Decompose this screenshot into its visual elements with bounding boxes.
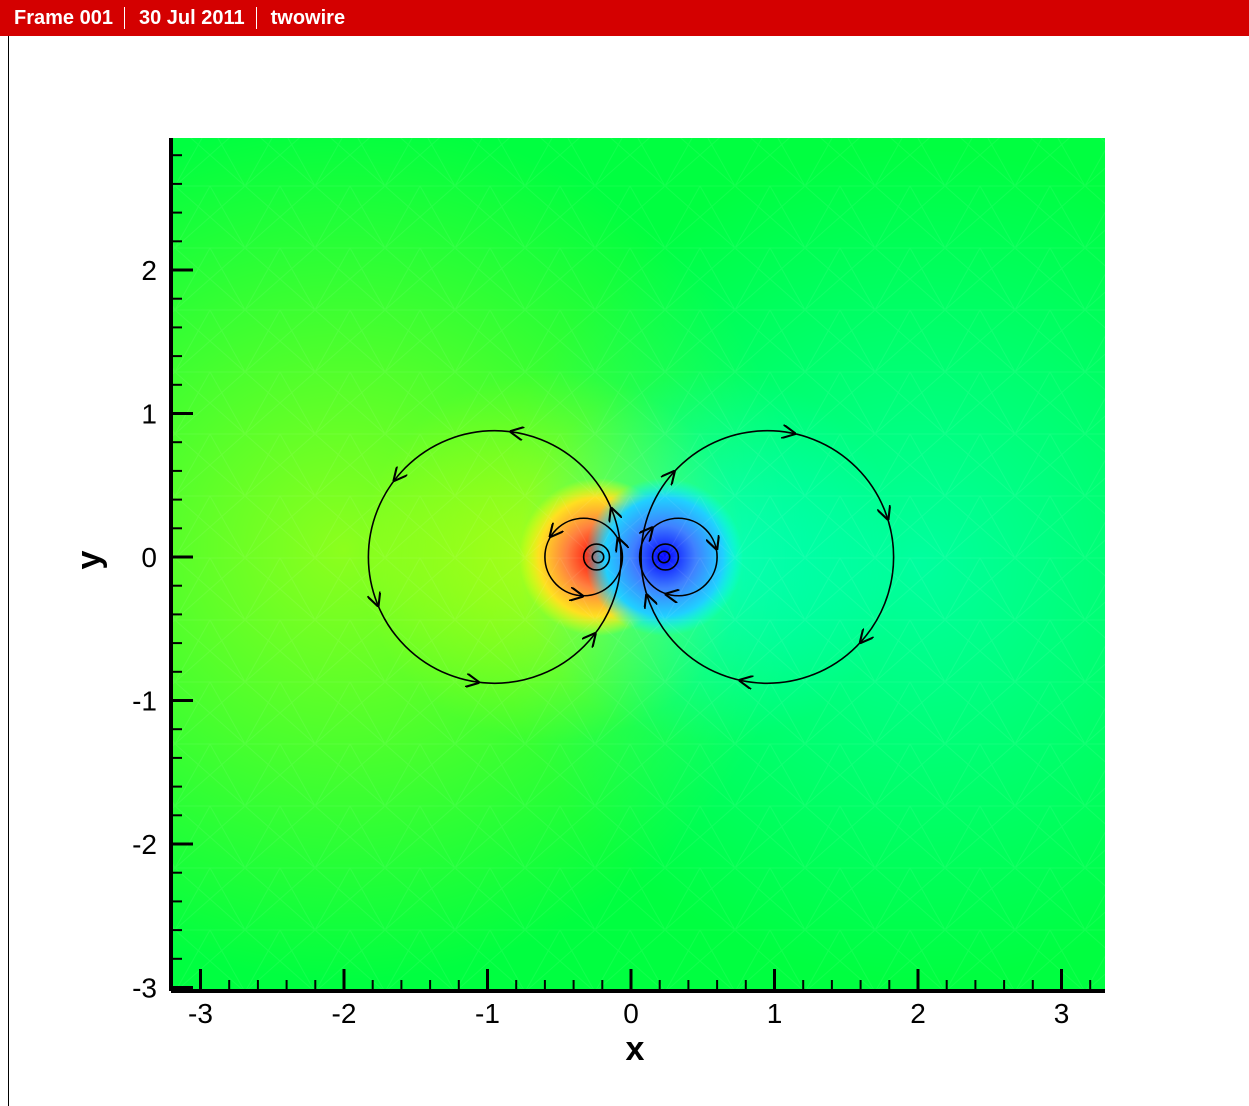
field-line [582, 543, 611, 571]
y-tick-label: 0 [141, 542, 157, 573]
x-tick-label: -2 [332, 998, 357, 1029]
x-tick-label: 0 [623, 998, 639, 1029]
x-axis-title: x [626, 1030, 645, 1068]
header-divider [255, 7, 257, 29]
frame-date: 30 Jul 2011 [138, 7, 245, 29]
field-line [640, 429, 895, 685]
frame-label: Frame 001 [14, 7, 113, 29]
field-line [651, 543, 680, 571]
axes: -3 -2 -1 0 1 2 3 -3 -2 -1 0 1 2 [132, 138, 1105, 1029]
header-divider [123, 7, 125, 29]
field-line [591, 550, 605, 564]
x-tick-label: 3 [1054, 998, 1070, 1029]
dataset-name: twowire [270, 7, 346, 29]
triangular-mesh [171, 138, 1105, 991]
y-tick-label: 2 [141, 255, 157, 286]
contour-field [171, 138, 1105, 991]
y-tick-label: -2 [132, 829, 157, 860]
field-line [657, 550, 671, 564]
frame-header: Frame 001 30 Jul 2011 twowire [0, 0, 1249, 36]
field-line [367, 429, 622, 685]
x-tick-label: -3 [188, 998, 213, 1029]
y-tick-label: 1 [141, 399, 157, 430]
x-tick-label: -1 [475, 998, 500, 1029]
x-tick-label: 2 [910, 998, 926, 1029]
y-axis-title: y [70, 550, 108, 569]
x-tick-label: 1 [767, 998, 783, 1029]
y-tick-label: -3 [132, 973, 157, 1004]
streamlines [367, 429, 895, 685]
frame-border [8, 36, 9, 1106]
y-tick-label: -1 [132, 686, 157, 717]
